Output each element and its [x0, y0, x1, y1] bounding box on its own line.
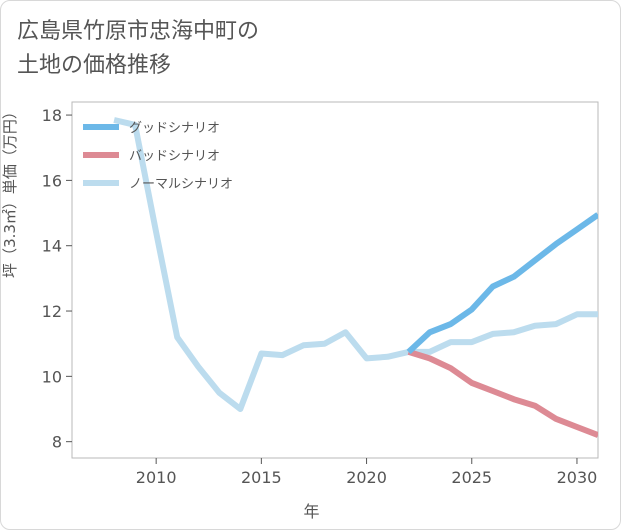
axes: 8 10 12 14 16 18 2010 2015 2020 2025 2030 [42, 106, 598, 487]
legend-label: ノーマルシナリオ [129, 177, 233, 192]
y-tick-label: 12 [42, 302, 62, 321]
y-tick-label: 10 [42, 367, 62, 386]
legend-item[interactable]: ノーマルシナリオ [83, 177, 233, 192]
legend-label: グッドシナリオ [129, 121, 220, 136]
legend-item[interactable]: グッドシナリオ [83, 121, 220, 136]
x-tick-label: 2030 [557, 468, 598, 487]
x-tick-label: 2010 [136, 468, 177, 487]
series-line-0 [406, 212, 598, 355]
x-tick-label: 2025 [451, 468, 492, 487]
legend-item[interactable]: バッドシナリオ [83, 149, 220, 164]
series-line-2 [113, 117, 598, 412]
y-tick-label: 14 [42, 237, 62, 256]
x-axis-label: 年 [303, 502, 320, 521]
y-tick-label: 8 [52, 433, 62, 452]
y-tick-label: 18 [42, 106, 62, 125]
x-tick-label: 2020 [346, 468, 387, 487]
series-lines [113, 117, 598, 438]
plot-area-frame [71, 101, 599, 459]
chart-title: 広島県竹原市忠海中町の 土地の価格推移 [17, 19, 260, 78]
y-tick-label: 16 [42, 171, 62, 190]
series-line-1 [407, 349, 598, 438]
legend-label: バッドシナリオ [129, 149, 220, 164]
x-tick-label: 2015 [241, 468, 282, 487]
